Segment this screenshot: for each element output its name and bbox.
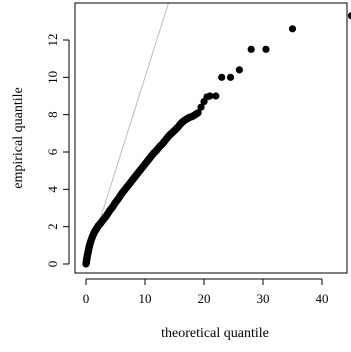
y-tick-label: 10 xyxy=(45,71,60,84)
y-tick-label: 4 xyxy=(45,186,60,193)
data-point xyxy=(218,73,226,81)
x-tick-label: 0 xyxy=(83,291,90,306)
x-axis-title: theoretical quantile xyxy=(161,326,269,341)
x-tick-label: 30 xyxy=(257,291,270,306)
x-tick-label: 20 xyxy=(198,291,211,306)
y-tick-label: 6 xyxy=(45,148,60,155)
data-point xyxy=(212,92,220,100)
y-tick-label: 8 xyxy=(45,111,60,118)
points-layer xyxy=(82,12,351,268)
y-tick-label: 12 xyxy=(45,34,60,47)
data-point xyxy=(197,103,205,111)
x-axis: 0 10 20 30 40 xyxy=(83,278,329,306)
x-tick-label: 40 xyxy=(316,291,329,306)
data-point xyxy=(206,92,214,100)
data-point xyxy=(226,73,235,81)
data-point xyxy=(262,45,270,53)
x-tick-label: 10 xyxy=(139,291,152,306)
data-point xyxy=(347,12,351,20)
data-point xyxy=(235,66,243,74)
y-axis: 0 2 4 6 8 10 12 xyxy=(45,34,70,268)
data-point xyxy=(247,45,255,53)
y-tick-label: 2 xyxy=(45,223,60,230)
y-tick-label: 0 xyxy=(45,261,60,268)
data-point xyxy=(194,109,202,117)
y-axis-title: empirical quantile xyxy=(11,87,26,188)
data-point xyxy=(288,25,297,33)
plot-frame xyxy=(74,2,348,274)
